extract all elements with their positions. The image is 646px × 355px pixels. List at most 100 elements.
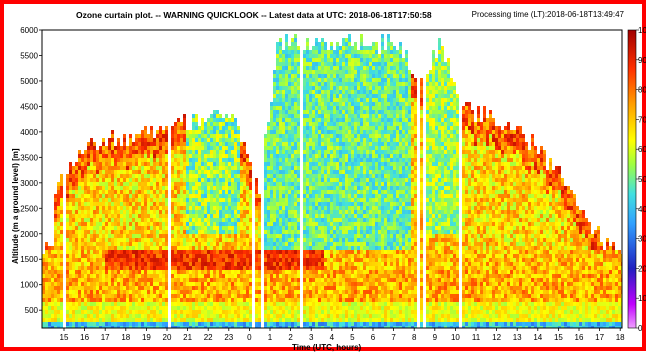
heatmap-cell	[297, 254, 300, 258]
heatmap-cell	[327, 86, 330, 90]
heatmap-cell	[162, 318, 165, 322]
heatmap-cell	[204, 218, 207, 222]
heatmap-cell	[207, 278, 210, 282]
heatmap-cell	[324, 238, 327, 242]
heatmap-cell	[336, 206, 339, 210]
heatmap-cell	[243, 218, 246, 222]
heatmap-cell	[297, 174, 300, 178]
heatmap-cell	[318, 226, 321, 230]
heatmap-cell	[294, 202, 297, 206]
heatmap-cell	[132, 322, 135, 326]
heatmap-cell	[285, 206, 288, 210]
heatmap-cell	[138, 278, 141, 282]
heatmap-cell	[45, 310, 48, 314]
heatmap-cell	[303, 282, 306, 286]
heatmap-cell	[162, 302, 165, 306]
heatmap-cell	[120, 262, 123, 266]
heatmap-cell	[96, 186, 99, 190]
heatmap-cell	[279, 134, 282, 138]
heatmap-cell	[105, 186, 108, 190]
heatmap-cell	[288, 290, 291, 294]
heatmap-cell	[285, 198, 288, 202]
heatmap-cell	[180, 302, 183, 306]
heatmap-cell	[327, 314, 330, 318]
heatmap-cell	[144, 178, 147, 182]
heatmap-cell	[207, 130, 210, 134]
heatmap-cell	[84, 170, 87, 174]
heatmap-cell	[114, 270, 117, 274]
heatmap-cell	[207, 142, 210, 146]
heatmap-cell	[333, 78, 336, 82]
heatmap-cell	[225, 274, 228, 278]
heatmap-cell	[183, 206, 186, 210]
heatmap-cell	[306, 154, 309, 158]
heatmap-cell	[318, 66, 321, 70]
heatmap-cell	[156, 310, 159, 314]
heatmap-cell	[276, 190, 279, 194]
heatmap-cell	[147, 262, 150, 266]
heatmap-cell	[153, 158, 156, 162]
heatmap-cell	[327, 82, 330, 86]
heatmap-cell	[288, 166, 291, 170]
heatmap-cell	[318, 202, 321, 206]
heatmap-cell	[309, 294, 312, 298]
heatmap-cell	[171, 186, 174, 190]
heatmap-cell	[111, 306, 114, 310]
heatmap-cell	[285, 234, 288, 238]
heatmap-cell	[132, 270, 135, 274]
heatmap-cell	[267, 130, 270, 134]
heatmap-cell	[249, 318, 252, 322]
heatmap-cell	[126, 302, 129, 306]
heatmap-cell	[273, 158, 276, 162]
heatmap-cell	[132, 142, 135, 146]
heatmap-cell	[102, 178, 105, 182]
heatmap-cell	[114, 254, 117, 258]
heatmap-cell	[324, 278, 327, 282]
heatmap-cell	[324, 42, 327, 46]
heatmap-cell	[117, 178, 120, 182]
heatmap-cell	[276, 186, 279, 190]
heatmap-cell	[288, 58, 291, 62]
heatmap-cell	[234, 298, 237, 302]
heatmap-cell	[93, 206, 96, 210]
heatmap-cell	[312, 278, 315, 282]
heatmap-cell	[156, 150, 159, 154]
heatmap-cell	[297, 290, 300, 294]
heatmap-cell	[213, 262, 216, 266]
heatmap-cell	[90, 322, 93, 326]
heatmap-cell	[147, 222, 150, 226]
heatmap-cell	[117, 238, 120, 242]
heatmap-cell	[282, 214, 285, 218]
heatmap-cell	[165, 214, 168, 218]
heatmap-cell	[138, 238, 141, 242]
heatmap-cell	[45, 262, 48, 266]
heatmap-cell	[111, 206, 114, 210]
heatmap-cell	[294, 250, 297, 254]
heatmap-cell	[201, 206, 204, 210]
heatmap-cell	[216, 262, 219, 266]
heatmap-cell	[192, 206, 195, 210]
heatmap-cell	[273, 290, 276, 294]
heatmap-cell	[210, 274, 213, 278]
heatmap-cell	[273, 122, 276, 126]
heatmap-cell	[234, 122, 237, 126]
heatmap-cell	[186, 318, 189, 322]
heatmap-cell	[171, 226, 174, 230]
heatmap-cell	[213, 254, 216, 258]
heatmap-cell	[87, 170, 90, 174]
heatmap-cell	[231, 266, 234, 270]
heatmap-cell	[60, 262, 63, 266]
heatmap-cell	[150, 234, 153, 238]
heatmap-cell	[309, 78, 312, 82]
heatmap-cell	[222, 214, 225, 218]
heatmap-cell	[297, 282, 300, 286]
heatmap-cell	[123, 282, 126, 286]
heatmap-cell	[60, 194, 63, 198]
heatmap-cell	[213, 126, 216, 130]
heatmap-cell	[303, 90, 306, 94]
heatmap-cell	[165, 258, 168, 262]
heatmap-cell	[138, 190, 141, 194]
heatmap-cell	[291, 166, 294, 170]
heatmap-cell	[90, 206, 93, 210]
heatmap-cell	[144, 270, 147, 274]
